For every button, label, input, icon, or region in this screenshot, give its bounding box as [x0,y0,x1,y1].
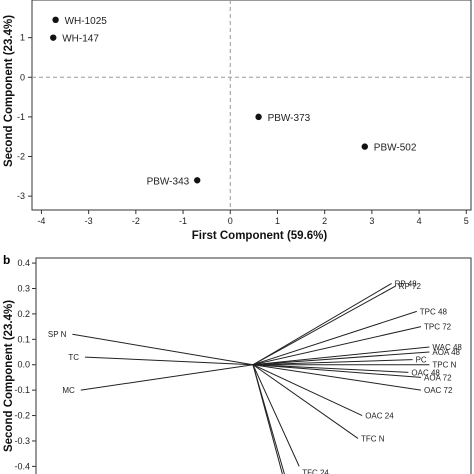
vector-label: TPC 48 [420,307,448,316]
y-axis-label: Second Component (23.4%) [3,15,15,167]
data-point [52,16,59,24]
vector-label: TFC 24 [302,468,329,474]
data-point [361,143,368,150]
loading-vector [252,285,397,366]
loading-vector [252,364,285,474]
x-tick-label: -2 [132,216,140,226]
x-tick-label: 3 [369,216,374,226]
vector-label: TC [68,353,79,362]
loading-vector [72,333,254,366]
y-tick-label: 0.4 [17,258,30,268]
loading-vector [252,359,413,366]
plot-frame [35,257,472,474]
loading-vector [252,364,422,378]
x-tick-label: -4 [37,216,45,226]
y-tick-label: -0.1 [14,385,30,395]
loading-vector [252,364,422,391]
x-tick-label: -1 [179,216,187,226]
plot-frame [31,0,472,211]
x-tick-label: 5 [464,216,469,226]
vector-label: SP N [48,330,67,339]
x-axis-label: First Component (59.6%) [192,230,328,242]
y-tick-label: -2 [17,152,25,162]
y-tick-label: 0.3 [17,283,30,293]
y-tick-label: 0.1 [17,334,30,344]
vector-label: RP 48 [395,279,418,288]
vector-label: OAC 48 [411,368,440,377]
y-tick-label: -1 [17,112,25,122]
point-label: WH-147 [62,34,99,45]
loading-vector [252,364,359,439]
loading-vector [252,364,409,373]
x-tick-label: 0 [228,216,233,226]
vector-label: AOA 48 [432,348,460,357]
x-tick-label: -3 [85,216,93,226]
point-label: PBW-502 [374,143,417,154]
loading-vector [252,364,300,467]
y-tick-label: -0.2 [14,411,30,421]
y-axis-label: Second Component (23.4%) [3,300,15,452]
panel-label-b: b [3,253,10,267]
y-tick-label: 0.2 [17,309,30,319]
y-tick-label: 0.0 [17,360,30,370]
data-point [50,34,57,41]
loading-vector [252,351,430,366]
vector-label: OAC 24 [365,412,394,421]
vector-label: AOA 72 [424,373,452,382]
loading-vector [252,346,430,366]
vector-label: RP 72 [399,282,422,291]
vector-label: OAC 72 [424,386,453,395]
y-tick-label: 1 [20,33,25,43]
loading-vector [252,310,417,366]
loading-vector [80,364,254,391]
loading-vector [84,356,254,366]
point-label: WH-1025 [65,16,108,27]
y-tick-label: 0 [20,72,25,82]
y-tick-label: -0.3 [14,436,30,446]
y-tick-label: -3 [17,191,25,201]
vector-label: MC [62,386,75,395]
loading-plot: b 0.4 0.3 0.2 0.1 0.0 -0.1 -0.2 -0.3 -0.4 Second C… [3,253,472,474]
loading-vector [252,326,422,366]
x-tick-label: 4 [417,216,422,226]
vector-label: TPC 72 [424,323,452,332]
point-label: PBW-343 [147,176,190,187]
point-label: PBW-373 [268,113,311,124]
loading-vector [252,282,392,366]
score-plot: -4 -3 -2 -1 0 1 2 3 4 5 1 0 -1 -2 -3 First Component (5… [3,0,472,242]
vector-label: TPC N [432,361,456,370]
data-point [255,113,262,121]
vector-label: TFC N [361,434,385,443]
vector-label: PC [416,356,427,365]
data-point [194,177,201,184]
x-tick-label: 2 [322,216,327,226]
loading-vector [252,364,363,417]
vector-label: WAC 48 [432,343,462,352]
y-tick-label: -0.4 [14,461,30,471]
x-tick-label: 1 [275,216,280,226]
